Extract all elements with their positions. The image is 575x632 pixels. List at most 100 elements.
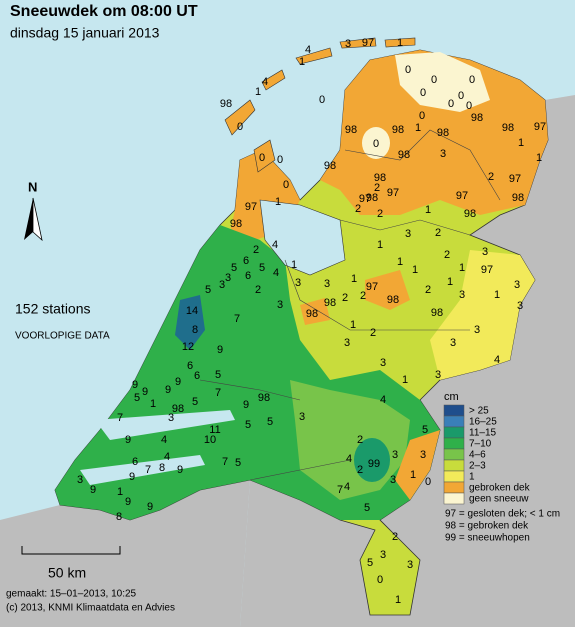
station-value: 1 xyxy=(351,273,357,285)
station-value: 2 xyxy=(253,244,259,256)
legend-swatch xyxy=(443,470,465,483)
station-value: 3 xyxy=(277,299,283,311)
station-value: 6 xyxy=(187,360,193,372)
ijsselmeer xyxy=(259,199,346,276)
station-value: 3 xyxy=(420,449,426,461)
zone-11-15 xyxy=(354,438,390,482)
station-value: 9 xyxy=(147,501,153,513)
station-value: 2 xyxy=(374,182,380,194)
germany xyxy=(240,95,575,627)
station-value: 3 xyxy=(459,289,465,301)
zone-1 xyxy=(430,250,535,380)
station-value: 0 xyxy=(259,152,265,164)
station-value: 0 xyxy=(431,74,437,86)
station-count: 152 stations xyxy=(15,301,91,317)
legend-code: 97 = gesloten dek; < 1 cm xyxy=(445,509,560,520)
station-value: 5 xyxy=(215,369,221,381)
station-value: 3 xyxy=(392,449,398,461)
station-value: 3 xyxy=(380,549,386,561)
station-value: 3 xyxy=(474,324,480,336)
station-value: 1 xyxy=(150,398,156,410)
legend-label: 7–10 xyxy=(469,439,492,450)
station-value: 3 xyxy=(435,369,441,381)
station-value: 2 xyxy=(355,203,361,215)
station-value: 1 xyxy=(402,374,408,386)
station-value: 9 xyxy=(217,344,223,356)
station-value: 5 xyxy=(192,396,198,408)
legend-label: > 25 xyxy=(469,406,489,417)
station-value: 1 xyxy=(299,56,305,68)
station-value: 9 xyxy=(142,386,148,398)
station-value: 12 xyxy=(182,341,194,353)
zone-broken xyxy=(365,270,410,310)
station-value: 97 xyxy=(359,193,371,205)
legend-label: gebroken dek xyxy=(469,483,531,494)
station-value: 97 xyxy=(362,37,374,49)
station-value: 98 xyxy=(220,98,232,110)
station-value: 98 xyxy=(398,149,410,161)
status: VOORLOPIGE DATA xyxy=(15,331,110,342)
station-value: 2 xyxy=(342,292,348,304)
copyright: (c) 2013, KNMI Klimaatdata en Advies xyxy=(6,603,175,614)
station-value: 1 xyxy=(117,486,123,498)
station-value: 2 xyxy=(360,290,366,302)
station-value: 9 xyxy=(125,434,131,446)
zone-no-snow xyxy=(362,127,390,159)
station-value: 2 xyxy=(357,464,363,476)
station-value: 6 xyxy=(132,456,138,468)
station-value: 98 xyxy=(431,307,443,319)
station-value: 3 xyxy=(295,277,301,289)
station-value: 5 xyxy=(364,502,370,514)
zone-11-15 xyxy=(175,295,205,350)
legend-swatch xyxy=(443,459,465,472)
legend-label: 11–15 xyxy=(469,428,497,439)
station-value: 0 xyxy=(237,121,243,133)
station-value: 98 xyxy=(437,127,449,139)
station-value: 98 xyxy=(374,172,386,184)
station-value: 98 xyxy=(172,403,184,415)
scale-bar xyxy=(21,546,121,555)
legend-swatch xyxy=(443,448,465,461)
station-value: 9 xyxy=(165,384,171,396)
station-value: 98 xyxy=(464,208,476,220)
station-value: 1 xyxy=(377,239,383,251)
station-value: 3 xyxy=(168,412,174,424)
belgium xyxy=(0,480,250,627)
station-value: 5 xyxy=(245,419,251,431)
station-value: 98 xyxy=(230,218,242,230)
station-value: 0 xyxy=(466,100,472,112)
station-value: 3 xyxy=(219,279,225,291)
legend-swatch xyxy=(443,404,465,417)
station-value: 0 xyxy=(425,476,431,488)
station-value: 97 xyxy=(366,281,378,293)
station-value: 98 xyxy=(306,308,318,320)
station-value: 3 xyxy=(225,272,231,284)
station-value: 1 xyxy=(291,259,297,271)
station-value: 98 xyxy=(471,112,483,124)
station-value: 2 xyxy=(488,171,494,183)
station-value: 9 xyxy=(177,464,183,476)
station-value: 3 xyxy=(345,38,351,50)
station-value: 3 xyxy=(344,337,350,349)
legend-code: 98 = gebroken dek xyxy=(445,521,529,532)
station-value: 11 xyxy=(209,424,220,436)
legend-label: 16–25 xyxy=(469,417,497,428)
station-value: 1 xyxy=(412,264,418,276)
zone-broken-se xyxy=(395,430,440,500)
legend-code: 99 = sneeuwhopen xyxy=(445,533,530,544)
station-value: 4 xyxy=(273,267,279,279)
station-value: 4 xyxy=(161,434,167,446)
station-value: 9 xyxy=(129,471,135,483)
station-value: 2 xyxy=(444,249,450,261)
legend-swatch xyxy=(443,492,465,505)
station-value: 9 xyxy=(90,484,96,496)
station-value: 5 xyxy=(422,424,428,436)
province-borders xyxy=(199,129,501,481)
station-value: 10 xyxy=(204,434,216,446)
station-value: 5 xyxy=(134,392,140,404)
station-value: 1 xyxy=(410,469,416,481)
station-value: 2 xyxy=(255,284,261,296)
